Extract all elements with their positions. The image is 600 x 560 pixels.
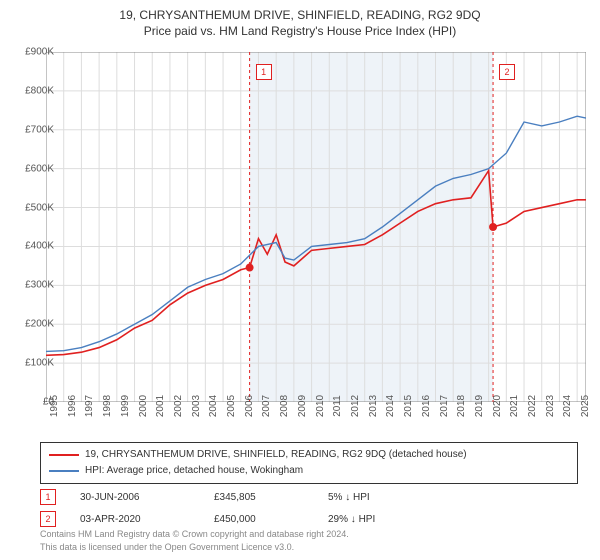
x-tick-label: 2014 bbox=[385, 395, 396, 417]
x-tick-label: 1999 bbox=[120, 395, 131, 417]
x-tick-label: 2001 bbox=[155, 395, 166, 417]
table-row: 2 03-APR-2020 £450,000 29% ↓ HPI bbox=[40, 508, 560, 530]
x-tick-label: 2024 bbox=[562, 395, 573, 417]
y-tick-label: £0 bbox=[14, 397, 54, 408]
x-tick-label: 2004 bbox=[208, 395, 219, 417]
title-address: 19, CHRYSANTHEMUM DRIVE, SHINFIELD, READ… bbox=[10, 8, 590, 22]
sale-badge-2: 2 bbox=[40, 511, 56, 527]
x-tick-label: 2005 bbox=[226, 395, 237, 417]
y-tick-label: £200K bbox=[14, 319, 54, 330]
x-tick-label: 2025 bbox=[580, 395, 591, 417]
footer-attribution: Contains HM Land Registry data © Crown c… bbox=[40, 528, 560, 554]
footer-line-2: This data is licensed under the Open Gov… bbox=[40, 541, 560, 554]
x-tick-label: 2000 bbox=[138, 395, 149, 417]
x-tick-label: 2010 bbox=[315, 395, 326, 417]
x-tick-label: 2007 bbox=[261, 395, 272, 417]
legend-swatch-property bbox=[49, 454, 79, 456]
y-tick-label: £100K bbox=[14, 358, 54, 369]
sales-table: 1 30-JUN-2006 £345,805 5% ↓ HPI 2 03-APR… bbox=[40, 486, 560, 530]
y-tick-label: £600K bbox=[14, 163, 54, 174]
line-chart bbox=[46, 52, 586, 402]
sale-vs-hpi: 5% ↓ HPI bbox=[328, 492, 438, 503]
x-tick-label: 2002 bbox=[173, 395, 184, 417]
x-tick-label: 2020 bbox=[492, 395, 503, 417]
table-row: 1 30-JUN-2006 £345,805 5% ↓ HPI bbox=[40, 486, 560, 508]
x-tick-label: 2015 bbox=[403, 395, 414, 417]
y-tick-label: £500K bbox=[14, 202, 54, 213]
x-tick-label: 2009 bbox=[297, 395, 308, 417]
sale-price: £345,805 bbox=[214, 492, 304, 503]
y-tick-label: £400K bbox=[14, 241, 54, 252]
title-subtitle: Price paid vs. HM Land Registry's House … bbox=[10, 24, 590, 38]
x-tick-label: 2003 bbox=[191, 395, 202, 417]
x-tick-label: 2008 bbox=[279, 395, 290, 417]
sale-marker-2-badge: 2 bbox=[499, 64, 515, 80]
x-tick-label: 2017 bbox=[439, 395, 450, 417]
x-tick-label: 2018 bbox=[456, 395, 467, 417]
legend-label-hpi: HPI: Average price, detached house, Woki… bbox=[85, 463, 303, 479]
sale-badge-1: 1 bbox=[40, 489, 56, 505]
sale-marker-1-badge: 1 bbox=[256, 64, 272, 80]
x-tick-label: 2019 bbox=[474, 395, 485, 417]
x-tick-label: 2022 bbox=[527, 395, 538, 417]
x-tick-label: 1997 bbox=[84, 395, 95, 417]
x-tick-label: 1998 bbox=[102, 395, 113, 417]
x-tick-label: 2016 bbox=[421, 395, 432, 417]
legend: 19, CHRYSANTHEMUM DRIVE, SHINFIELD, READ… bbox=[40, 442, 578, 484]
y-tick-label: £300K bbox=[14, 280, 54, 291]
chart-container: 19, CHRYSANTHEMUM DRIVE, SHINFIELD, READ… bbox=[0, 0, 600, 560]
y-tick-label: £700K bbox=[14, 124, 54, 135]
sale-date: 30-JUN-2006 bbox=[80, 492, 190, 503]
y-tick-label: £900K bbox=[14, 47, 54, 58]
sale-price: £450,000 bbox=[214, 514, 304, 525]
sale-vs-hpi: 29% ↓ HPI bbox=[328, 514, 438, 525]
sale-date: 03-APR-2020 bbox=[80, 514, 190, 525]
legend-swatch-hpi bbox=[49, 470, 79, 472]
chart-area: 1 2 bbox=[46, 52, 586, 402]
x-tick-label: 2011 bbox=[332, 395, 343, 417]
x-tick-label: 1996 bbox=[67, 395, 78, 417]
x-tick-label: 2006 bbox=[244, 395, 255, 417]
legend-item-hpi: HPI: Average price, detached house, Woki… bbox=[49, 463, 569, 479]
x-tick-label: 2013 bbox=[368, 395, 379, 417]
x-tick-label: 1995 bbox=[49, 395, 60, 417]
y-tick-label: £800K bbox=[14, 85, 54, 96]
legend-item-property: 19, CHRYSANTHEMUM DRIVE, SHINFIELD, READ… bbox=[49, 447, 569, 463]
chart-titles: 19, CHRYSANTHEMUM DRIVE, SHINFIELD, READ… bbox=[0, 0, 600, 42]
x-tick-label: 2012 bbox=[350, 395, 361, 417]
legend-label-property: 19, CHRYSANTHEMUM DRIVE, SHINFIELD, READ… bbox=[85, 447, 467, 463]
x-tick-label: 2023 bbox=[545, 395, 556, 417]
x-tick-label: 2021 bbox=[509, 395, 520, 417]
footer-line-1: Contains HM Land Registry data © Crown c… bbox=[40, 528, 560, 541]
